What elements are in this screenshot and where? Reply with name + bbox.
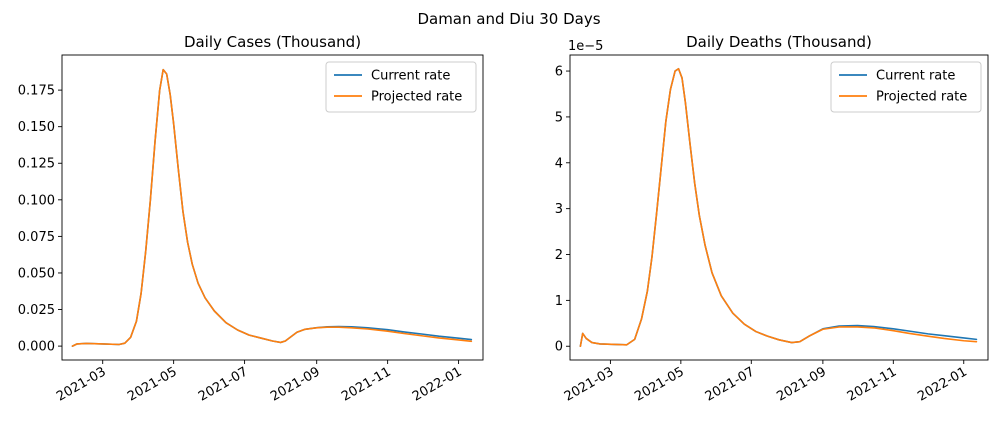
y-tick-label: 1 [555,294,563,309]
x-tick-label: 2021-09 [774,364,829,404]
y-tick-label: 0.175 [18,84,55,99]
x-tick-label: 2021-05 [632,364,687,404]
legend-entry-label: Current rate [876,69,955,84]
legend-box [325,61,477,113]
legend-entry-label: Current rate [371,69,450,84]
x-tick-label: 2022-01 [915,364,970,404]
x-tick-label: 2021-07 [196,364,251,404]
y-tick-label: 0.075 [18,230,55,245]
x-tick-label: 2021-11 [339,364,394,404]
axes-frame [61,54,484,361]
y-tick-label: 4 [555,156,563,171]
y-tick-label: 0.125 [18,157,55,172]
series-line-projected-rate [71,68,473,347]
legend: Current rate Projected rate [325,61,477,113]
x-tick-label: 2021-07 [703,364,758,404]
y-tick-label: 3 [555,202,563,217]
axes-frame [569,54,989,361]
figure-suptitle: Daman and Diu 30 Days [417,10,600,28]
x-tick-label: 2021-05 [125,364,180,404]
y-tick-label: 0.100 [18,193,55,208]
chart-title: Daily Cases (Thousand) [184,33,361,51]
legend-entry-label: Projected rate [876,90,967,105]
y-tick-label: 5 [555,110,563,125]
y-tick-label: 0.050 [18,266,55,281]
legend-box [830,61,982,113]
legend: Current rate Projected rate [830,61,982,113]
x-tick-label: 2021-09 [268,364,323,404]
y-tick-label: 6 [555,65,563,80]
y-tick-label: 0.000 [18,340,55,355]
series-line-projected-rate [579,67,978,348]
chart-title: Daily Deaths (Thousand) [686,33,872,51]
x-tick-label: 2021-03 [562,364,617,404]
y-tick-label: 0.025 [18,303,55,318]
y-tick-label: 0.150 [18,120,55,135]
y-offset-label: 1e−5 [568,39,603,54]
chart-daily-deaths: Daily Deaths (Thousand) 0 1 2 3 4 5 6 1e−5 2021-0… [555,33,989,405]
y-tick-label: 0 [555,340,563,355]
x-tick-label: 2021-11 [845,364,900,404]
y-tick-label: 2 [555,248,563,263]
x-tick-label: 2022-01 [410,364,465,404]
legend-entry-label: Projected rate [371,90,462,105]
chart-daily-cases: Daily Cases (Thousand) 0.000 0.025 0.050 0.0… [18,33,484,405]
x-tick-label: 2021-03 [54,364,109,404]
